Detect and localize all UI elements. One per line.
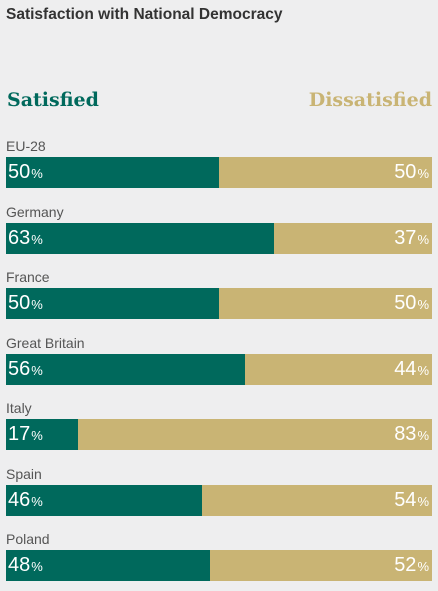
- bar-satisfied: 63%: [6, 222, 274, 255]
- value-number: 50: [394, 161, 417, 183]
- stacked-bar: 50% 50%: [6, 157, 432, 188]
- bar-satisfied: 17%: [6, 419, 78, 450]
- stacked-bar: 17% 83%: [6, 419, 432, 450]
- value-number: 44: [394, 357, 417, 380]
- bar-row: Germany 63% 37%: [6, 201, 432, 254]
- bar-satisfied: 48%: [6, 550, 210, 581]
- value-number: 50: [394, 292, 417, 314]
- percent-sign: %: [31, 559, 43, 574]
- value-number: 37: [394, 226, 417, 249]
- value-number: 56: [8, 357, 31, 380]
- category-label: France: [6, 269, 50, 285]
- value-label-satisfied: 46%: [8, 485, 43, 517]
- category-label: Italy: [6, 400, 32, 416]
- stacked-bar: 46% 54%: [6, 484, 432, 517]
- category-label: Germany: [6, 203, 64, 220]
- value-number: 50: [8, 161, 31, 183]
- bar-dissatisfied: 54%: [202, 484, 432, 517]
- value-label-dissatisfied: 50%: [394, 288, 429, 320]
- stacked-bar: 48% 52%: [6, 550, 432, 581]
- bar-dissatisfied: 37%: [274, 222, 432, 255]
- value-number: 54: [394, 488, 417, 511]
- bar-dissatisfied: 50%: [219, 157, 432, 188]
- bar-dissatisfied: 50%: [219, 288, 432, 319]
- stacked-bar: 50% 50%: [6, 288, 432, 319]
- value-number: 46: [8, 488, 31, 511]
- percent-sign: %: [417, 297, 429, 312]
- percent-sign: %: [31, 166, 43, 181]
- percent-sign: %: [417, 362, 429, 378]
- value-label-dissatisfied: 83%: [394, 419, 429, 451]
- value-label-satisfied: 63%: [8, 223, 43, 255]
- legend-dissatisfied: Dissatisfied: [308, 89, 432, 111]
- percent-sign: %: [31, 297, 43, 312]
- bar-row: EU-28 50% 50%: [6, 135, 432, 188]
- category-label: Spain: [6, 465, 42, 482]
- category-label: Great Britain: [6, 334, 85, 351]
- percent-sign: %: [31, 231, 43, 247]
- value-number: 52: [394, 554, 417, 576]
- legend-satisfied: Satisfied: [7, 89, 99, 111]
- percent-sign: %: [417, 493, 429, 509]
- value-label-dissatisfied: 37%: [394, 223, 429, 255]
- value-label-satisfied: 56%: [8, 354, 43, 386]
- percent-sign: %: [417, 428, 429, 443]
- percent-sign: %: [417, 231, 429, 247]
- percent-sign: %: [31, 362, 43, 378]
- bar-dissatisfied: 83%: [78, 419, 432, 450]
- value-label-satisfied: 48%: [8, 550, 43, 582]
- percent-sign: %: [31, 493, 43, 509]
- value-number: 48: [8, 554, 31, 576]
- bar-row: France 50% 50%: [6, 266, 432, 319]
- bar-row: Great Britain 56% 44%: [6, 332, 432, 385]
- bar-row: Spain 46% 54%: [6, 463, 432, 516]
- chart-title: Satisfaction with National Democracy: [6, 6, 283, 23]
- percent-sign: %: [31, 428, 43, 443]
- percent-sign: %: [417, 166, 429, 181]
- value-number: 83: [394, 423, 417, 445]
- value-label-satisfied: 17%: [8, 419, 43, 451]
- bar-row: Poland 48% 52%: [6, 528, 432, 581]
- bar-satisfied: 56%: [6, 353, 245, 386]
- value-label-dissatisfied: 50%: [394, 157, 429, 189]
- category-label: Poland: [6, 531, 50, 547]
- value-number: 63: [8, 226, 31, 249]
- bar-row: Italy 17% 83%: [6, 397, 432, 450]
- category-label: EU-28: [6, 138, 46, 154]
- bar-satisfied: 50%: [6, 157, 219, 188]
- value-label-dissatisfied: 44%: [394, 354, 429, 386]
- value-label-satisfied: 50%: [8, 288, 43, 320]
- value-number: 50: [8, 292, 31, 314]
- bar-dissatisfied: 44%: [245, 353, 432, 386]
- bar-satisfied: 50%: [6, 288, 219, 319]
- bar-satisfied: 46%: [6, 484, 202, 517]
- value-label-dissatisfied: 52%: [394, 550, 429, 582]
- bar-dissatisfied: 52%: [210, 550, 432, 581]
- value-label-dissatisfied: 54%: [394, 485, 429, 517]
- stacked-bar: 63% 37%: [6, 222, 432, 255]
- stacked-bar: 56% 44%: [6, 353, 432, 386]
- value-number: 17: [8, 423, 31, 445]
- percent-sign: %: [417, 559, 429, 574]
- value-label-satisfied: 50%: [8, 157, 43, 189]
